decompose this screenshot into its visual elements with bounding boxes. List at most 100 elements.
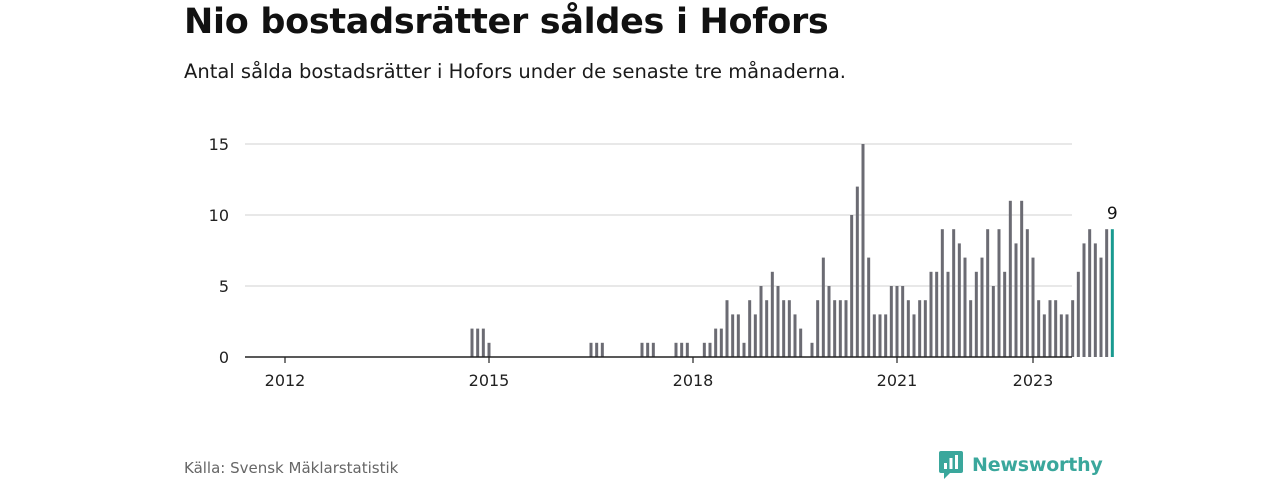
bar xyxy=(680,342,684,357)
bar xyxy=(714,328,718,357)
page-title: Nio bostadsrätter såldes i Hofors xyxy=(184,2,829,42)
bar xyxy=(685,342,689,357)
bar xyxy=(793,314,797,357)
bar xyxy=(1099,257,1103,357)
bar xyxy=(470,328,474,357)
bar-highlight xyxy=(1110,229,1114,357)
bar xyxy=(1008,200,1012,357)
bar xyxy=(736,314,740,357)
bar xyxy=(980,257,984,357)
bar xyxy=(1003,271,1007,357)
y-tick-label: 5 xyxy=(219,277,229,296)
bar xyxy=(476,328,480,357)
bar xyxy=(799,328,803,357)
bar xyxy=(1059,314,1063,357)
bar xyxy=(889,286,893,357)
data-labels: 9 xyxy=(1107,204,1118,224)
bar xyxy=(855,186,859,357)
bar xyxy=(974,271,978,357)
bar xyxy=(1042,314,1046,357)
y-tick-label: 10 xyxy=(209,206,229,225)
bar xyxy=(878,314,882,357)
source-note: Källa: Svensk Mäklarstatistik xyxy=(184,459,399,477)
bar xyxy=(986,229,990,357)
bar xyxy=(821,257,825,357)
bar xyxy=(844,300,848,357)
bar xyxy=(759,286,763,357)
bar xyxy=(850,215,854,357)
bar xyxy=(1025,229,1029,357)
bar xyxy=(674,342,678,357)
bar xyxy=(481,328,485,357)
bar xyxy=(991,286,995,357)
y-tick-label: 0 xyxy=(219,348,229,367)
x-tick-label: 2018 xyxy=(673,371,714,390)
bar xyxy=(867,257,871,357)
bar xyxy=(918,300,922,357)
bar xyxy=(589,342,593,357)
bar xyxy=(1020,200,1024,357)
bar xyxy=(640,342,644,357)
page-subtitle: Antal sålda bostadsrätter i Hofors under… xyxy=(184,60,847,83)
bar xyxy=(833,300,837,357)
bar xyxy=(776,286,780,357)
bar xyxy=(731,314,735,357)
bar xyxy=(997,229,1001,357)
bar xyxy=(770,271,774,357)
bar xyxy=(963,257,967,357)
bar xyxy=(1054,300,1058,357)
bar xyxy=(884,314,888,357)
bar xyxy=(487,342,491,357)
bar xyxy=(742,342,746,357)
bar xyxy=(969,300,973,357)
bar xyxy=(708,342,712,357)
brand-logo[interactable]: Newsworthy xyxy=(938,450,1103,480)
bar xyxy=(748,300,752,357)
bar xyxy=(838,300,842,357)
bar xyxy=(646,342,650,357)
bar xyxy=(827,286,831,357)
bar xyxy=(816,300,820,357)
bar xyxy=(861,144,865,357)
bar xyxy=(1071,300,1075,357)
bar xyxy=(753,314,757,357)
bar xyxy=(912,314,916,357)
x-tick-label: 2021 xyxy=(877,371,918,390)
bars xyxy=(470,144,1114,357)
bar xyxy=(600,342,604,357)
bar xyxy=(651,342,655,357)
bar xyxy=(929,271,933,357)
bar xyxy=(946,271,950,357)
bar xyxy=(957,243,961,357)
newsworthy-logo-icon xyxy=(939,451,963,479)
bar xyxy=(935,271,939,357)
bar xyxy=(702,342,706,357)
brand-name: Newsworthy xyxy=(972,454,1103,476)
y-axis-ticks: 0 5 10 15 xyxy=(209,135,229,367)
bar xyxy=(906,300,910,357)
bar xyxy=(1105,229,1109,357)
bar xyxy=(872,314,876,357)
highlight-value-label: 9 xyxy=(1107,204,1118,224)
bar xyxy=(901,286,905,357)
bar xyxy=(923,300,927,357)
x-axis-ticks: 2012 2015 2018 2021 2023 xyxy=(265,357,1054,390)
bar xyxy=(1065,314,1069,357)
x-tick-label: 2015 xyxy=(469,371,510,390)
gridlines xyxy=(245,143,1072,287)
bar xyxy=(725,300,729,357)
chart: 0 5 10 15 2012 2015 2018 2021 2023 9 xyxy=(209,135,1118,390)
x-tick-label: 2012 xyxy=(265,371,306,390)
x-tick-label: 2023 xyxy=(1013,371,1054,390)
bar xyxy=(1031,257,1035,357)
bar xyxy=(595,342,599,357)
bar xyxy=(1048,300,1052,357)
bar xyxy=(1014,243,1018,357)
bar xyxy=(1037,300,1041,357)
bar xyxy=(1093,243,1097,357)
bar xyxy=(1082,243,1086,357)
bar xyxy=(1088,229,1092,357)
bar xyxy=(787,300,791,357)
bar xyxy=(952,229,956,357)
y-tick-label: 15 xyxy=(209,135,229,154)
